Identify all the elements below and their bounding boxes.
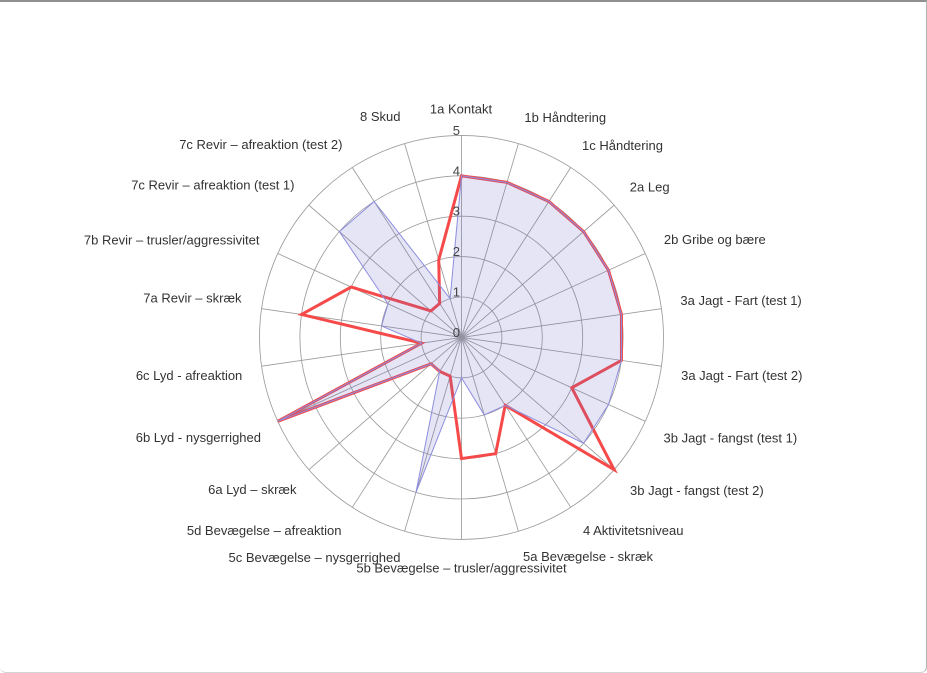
svg-text:2a Leg: 2a Leg — [630, 180, 670, 195]
svg-text:1c Håndtering: 1c Håndtering — [582, 138, 663, 153]
svg-text:8 Skud: 8 Skud — [360, 109, 400, 124]
svg-text:5b Bevægelse – trusler/aggress: 5b Bevægelse – trusler/aggressivitet — [356, 561, 567, 576]
svg-text:1a Kontakt: 1a Kontakt — [430, 101, 493, 116]
svg-text:2b Gribe og bære: 2b Gribe og bære — [664, 232, 766, 247]
svg-text:6c Lyd - afreaktion: 6c Lyd - afreaktion — [136, 368, 242, 383]
svg-text:5d Bevægelse – afreaktion: 5d Bevægelse – afreaktion — [187, 523, 342, 538]
svg-text:4 Aktivitetsniveau: 4 Aktivitetsniveau — [583, 523, 683, 538]
svg-text:3: 3 — [453, 204, 460, 219]
svg-text:3a Jagt - Fart (test 1): 3a Jagt - Fart (test 1) — [680, 293, 801, 308]
svg-text:7c Revir – afreaktion (test 1): 7c Revir – afreaktion (test 1) — [131, 178, 294, 193]
svg-text:6b Lyd - nysgerrighed: 6b Lyd - nysgerrighed — [136, 430, 261, 445]
svg-text:5c Bevægelse – nysgerrighed: 5c Bevægelse – nysgerrighed — [229, 550, 401, 565]
svg-text:7a Revir – skræk: 7a Revir – skræk — [143, 291, 242, 306]
svg-text:6a Lyd – skræk: 6a Lyd – skræk — [208, 482, 297, 497]
svg-text:7b Revir – trusler/aggressivit: 7b Revir – trusler/aggressivitet — [84, 233, 260, 248]
svg-text:0: 0 — [453, 325, 460, 340]
svg-text:3a Jagt - Fart (test 2): 3a Jagt - Fart (test 2) — [681, 368, 802, 383]
svg-text:7c Revir – afreaktion (test 2): 7c Revir – afreaktion (test 2) — [179, 137, 342, 152]
svg-text:5a Bevægelse - skræk: 5a Bevægelse - skræk — [523, 549, 654, 564]
svg-text:3b Jagt - fangst (test 2): 3b Jagt - fangst (test 2) — [630, 483, 764, 498]
svg-text:2: 2 — [453, 244, 460, 259]
svg-text:1b Håndtering: 1b Håndtering — [524, 110, 606, 125]
svg-text:1: 1 — [453, 285, 460, 300]
svg-text:5: 5 — [453, 123, 460, 138]
svg-text:4: 4 — [453, 163, 460, 178]
svg-text:3b Jagt - fangst (test 1): 3b Jagt - fangst (test 1) — [664, 430, 798, 445]
